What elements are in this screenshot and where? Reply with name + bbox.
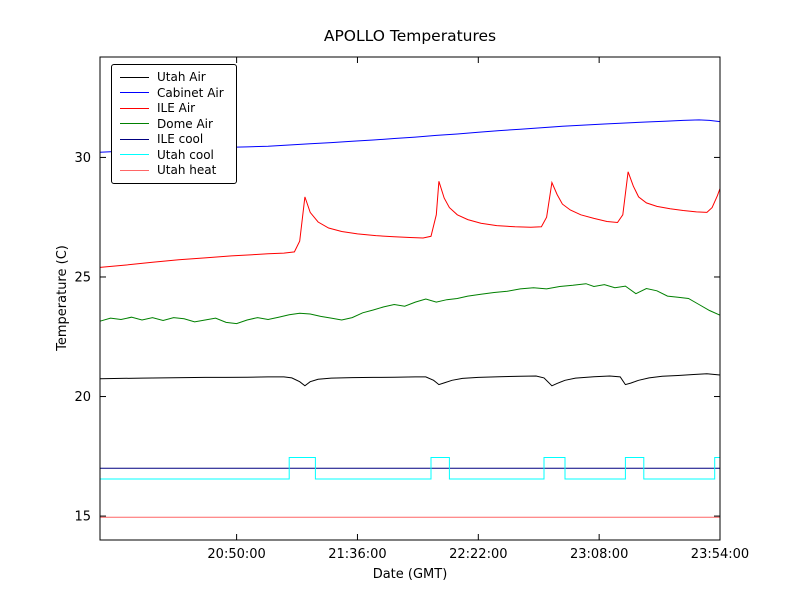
plot-border — [99, 56, 721, 541]
legend-item-utah-air: Utah Air — [120, 70, 224, 85]
legend-item-cabinet-air: Cabinet Air — [120, 86, 224, 101]
legend-line-sample — [120, 76, 149, 78]
y-tick-label: 30 — [74, 151, 91, 166]
y-tick-label: 25 — [74, 270, 91, 285]
legend-label: Utah Air — [157, 70, 206, 85]
legend-line-sample — [120, 169, 149, 171]
series-line-utah-air — [99, 373, 721, 387]
y-axis-label: Temperature (C) — [55, 245, 70, 352]
legend-line-sample — [120, 138, 149, 140]
y-tick-label: 20 — [74, 390, 91, 405]
y-tick-label: 15 — [74, 510, 91, 525]
legend-line-sample — [120, 154, 149, 156]
legend-item-ile-air: ILE Air — [120, 101, 224, 116]
legend-label: ILE cool — [157, 132, 204, 147]
series-line-dome-air — [99, 283, 721, 325]
legend-item-utah-heat: Utah heat — [120, 163, 224, 178]
legend-item-dome-air: Dome Air — [120, 117, 224, 132]
legend-item-utah-cool: Utah cool — [120, 148, 224, 163]
legend-item-ile-cool: ILE cool — [120, 132, 224, 147]
series-line-utah-cool — [100, 457, 720, 480]
x-axis-label: Date (GMT) — [373, 567, 448, 582]
x-tick-label: 23:08:00 — [570, 547, 628, 562]
legend-label: Utah heat — [157, 163, 217, 178]
legend-label: Utah cool — [157, 147, 214, 162]
x-tick-label: 21:36:00 — [328, 547, 386, 562]
legend-label: Cabinet Air — [157, 85, 224, 100]
legend-line-sample — [120, 107, 149, 109]
legend: Utah Air Cabinet Air ILE Air Dome Air ILE co… — [111, 64, 237, 184]
legend-label: Dome Air — [157, 116, 213, 131]
plot-area: 15 20 25 30 20:50:00 21:36:00 22:22:00 23:08:00… — [74, 56, 749, 562]
chart-title: APOLLO Temperatures — [324, 27, 496, 45]
legend-label: ILE Air — [157, 101, 196, 116]
x-tick-label: 20:50:00 — [207, 547, 265, 562]
x-tick-label: 22:22:00 — [449, 547, 507, 562]
legend-line-sample — [120, 123, 149, 125]
series-line-ile-air — [99, 171, 721, 268]
legend-line-sample — [120, 92, 149, 94]
x-tick-label: 23:54:00 — [691, 547, 749, 562]
